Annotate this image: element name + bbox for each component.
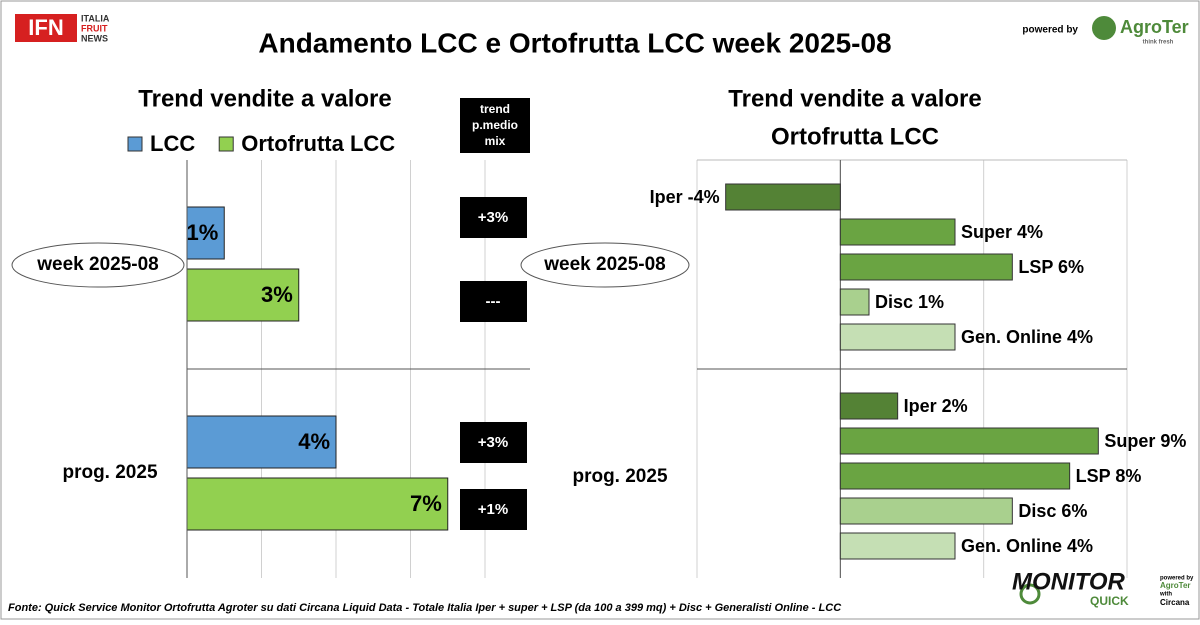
logo-small: with bbox=[1159, 592, 1172, 598]
bar bbox=[186, 206, 225, 260]
bar bbox=[725, 183, 841, 211]
legend-label: LCC bbox=[150, 131, 195, 156]
title: Andamento LCC e Ortofrutta LCC week 2025… bbox=[258, 27, 891, 58]
value-label: 3% bbox=[261, 282, 293, 307]
category-label: week 2025-08 bbox=[36, 254, 159, 275]
logo-left-line: FRUIT bbox=[81, 23, 108, 33]
chart-title: Ortofrutta LCC bbox=[771, 123, 939, 150]
side-value: +3% bbox=[478, 209, 508, 226]
value-label: Gen. Online 4% bbox=[961, 536, 1093, 556]
bar bbox=[186, 268, 300, 322]
agroter-icon bbox=[1092, 16, 1116, 40]
bar bbox=[839, 288, 870, 316]
value-label: 7% bbox=[410, 491, 442, 516]
value-label: Disc 1% bbox=[875, 292, 944, 312]
bar bbox=[839, 253, 1013, 281]
bar bbox=[839, 497, 1013, 525]
bar bbox=[839, 462, 1071, 490]
category-label: prog. 2025 bbox=[572, 466, 667, 487]
logo-small: powered by bbox=[1160, 576, 1194, 582]
bar bbox=[839, 218, 956, 246]
value-label: Iper -4% bbox=[650, 187, 720, 207]
value-label: LSP 6% bbox=[1018, 257, 1084, 277]
logo-right-tagline: think fresh bbox=[1143, 40, 1174, 46]
chart-title: Trend vendite a valore bbox=[728, 85, 981, 112]
logo-left-box bbox=[15, 14, 77, 42]
bar bbox=[839, 532, 956, 560]
value-label: Gen. Online 4% bbox=[961, 327, 1093, 347]
bar bbox=[186, 477, 449, 531]
side-header: p.medio bbox=[472, 118, 518, 132]
side-box bbox=[460, 422, 527, 463]
value-label: 4% bbox=[298, 429, 330, 454]
logo-small: Circana bbox=[1160, 598, 1190, 607]
value-label: 1% bbox=[186, 220, 218, 245]
bar bbox=[186, 415, 337, 469]
side-value: +3% bbox=[478, 434, 508, 451]
logo-left-line: ITALIA bbox=[81, 13, 110, 23]
value-label: LSP 8% bbox=[1076, 466, 1142, 486]
logo-left-line: NEWS bbox=[81, 33, 108, 43]
value-label: Disc 6% bbox=[1018, 501, 1087, 521]
monitor-logo: QUICK bbox=[1090, 594, 1129, 608]
value-label: Iper 2% bbox=[904, 396, 968, 416]
side-header: trend bbox=[480, 102, 510, 116]
logo-right: AgroTer bbox=[1120, 17, 1189, 37]
side-value: +1% bbox=[478, 501, 508, 518]
logo-small: AgroTer bbox=[1160, 581, 1191, 590]
value-label: Super 4% bbox=[961, 222, 1043, 242]
side-value: --- bbox=[486, 293, 501, 310]
legend-swatch bbox=[127, 136, 143, 152]
category-label: prog. 2025 bbox=[62, 462, 157, 483]
side-box bbox=[460, 489, 527, 530]
category-oval bbox=[520, 242, 690, 288]
powered-by: powered by bbox=[1022, 25, 1078, 36]
category-oval bbox=[11, 242, 185, 288]
value-label: Super 9% bbox=[1104, 431, 1186, 451]
monitor-logo: MONITOR bbox=[1012, 568, 1126, 595]
bar bbox=[839, 427, 1099, 455]
side-header: mix bbox=[485, 134, 506, 148]
legend-swatch bbox=[218, 136, 234, 152]
bar bbox=[839, 323, 956, 351]
logo-left: IFN bbox=[28, 15, 63, 40]
legend-label: Ortofrutta LCC bbox=[241, 131, 395, 156]
side-box bbox=[460, 281, 527, 322]
bar bbox=[839, 392, 899, 420]
monitor-icon bbox=[1019, 583, 1041, 605]
category-label: week 2025-08 bbox=[543, 254, 666, 275]
side-header-box bbox=[460, 98, 530, 153]
source: Fonte: Quick Service Monitor Ortofrutta … bbox=[8, 602, 842, 614]
side-box bbox=[460, 197, 527, 238]
chart-title: Trend vendite a valore bbox=[138, 85, 391, 112]
